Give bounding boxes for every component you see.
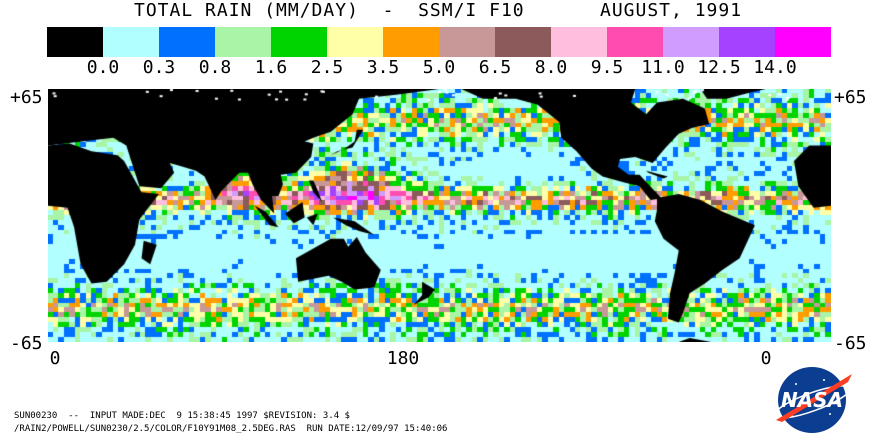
legend-tick-label: 9.5 xyxy=(590,57,624,78)
lon-label-0-west: 0 xyxy=(49,348,61,369)
legend-tick-labels: 0.0 0.3 0.8 1.6 2.5 3.5 5.0 6.5 8.0 9.5 11.0 12.5 14… xyxy=(0,57,880,81)
map-title: TOTAL RAIN (MM/DAY) - SSM/I F10 AUGUST, … xyxy=(0,0,880,24)
legend-tick-label: 6.5 xyxy=(478,57,512,78)
legend-swatch xyxy=(215,27,271,57)
footer-input-info: SUN00230 -- INPUT MADE:DEC 9 15:38:45 19… xyxy=(14,411,350,421)
legend-tick-label: 1.6 xyxy=(254,57,288,78)
lat-label-top-right: +65 xyxy=(834,87,867,108)
lon-label-0-east: 0 xyxy=(760,348,772,369)
legend-tick-label: 5.0 xyxy=(422,57,456,78)
legend-tick-label: 0.8 xyxy=(198,57,232,78)
legend-swatch xyxy=(47,27,103,57)
legend-swatch xyxy=(719,27,775,57)
legend-swatch xyxy=(439,27,495,57)
legend-tick-label: 8.0 xyxy=(534,57,568,78)
title-product: TOTAL RAIN (MM/DAY) - SSM/I F10 xyxy=(134,0,525,21)
legend-swatch xyxy=(103,27,159,57)
legend-swatch xyxy=(607,27,663,57)
legend-swatch xyxy=(159,27,215,57)
color-legend xyxy=(47,27,831,57)
lat-label-bottom-left: -65 xyxy=(10,333,43,354)
legend-swatch xyxy=(495,27,551,57)
nasa-logo-text: NASA xyxy=(781,388,843,412)
legend-swatch xyxy=(551,27,607,57)
legend-tick-label: 14.0 xyxy=(753,57,797,78)
legend-tick-label: 0.0 xyxy=(86,57,120,78)
legend-tick-label: 11.0 xyxy=(641,57,685,78)
legend-tick-label: 2.5 xyxy=(310,57,344,78)
lat-label-bottom-right: -65 xyxy=(834,333,867,354)
footer-file-path: /RAIN2/POWELL/SUN0230/2.5/COLOR/F10Y91M0… xyxy=(14,424,448,434)
legend-tick-label: 0.3 xyxy=(142,57,176,78)
legend-swatch xyxy=(775,27,831,57)
legend-swatch xyxy=(271,27,327,57)
legend-tick-label: 12.5 xyxy=(697,57,741,78)
rainfall-map xyxy=(48,89,831,342)
legend-swatch xyxy=(663,27,719,57)
legend-tick-label: 3.5 xyxy=(366,57,400,78)
title-date: AUGUST, 1991 xyxy=(600,0,743,21)
legend-swatch xyxy=(327,27,383,57)
lon-label-180: 180 xyxy=(386,348,420,369)
legend-swatch xyxy=(383,27,439,57)
nasa-logo-icon: NASA xyxy=(773,367,852,433)
lat-label-top-left: +65 xyxy=(10,87,43,108)
